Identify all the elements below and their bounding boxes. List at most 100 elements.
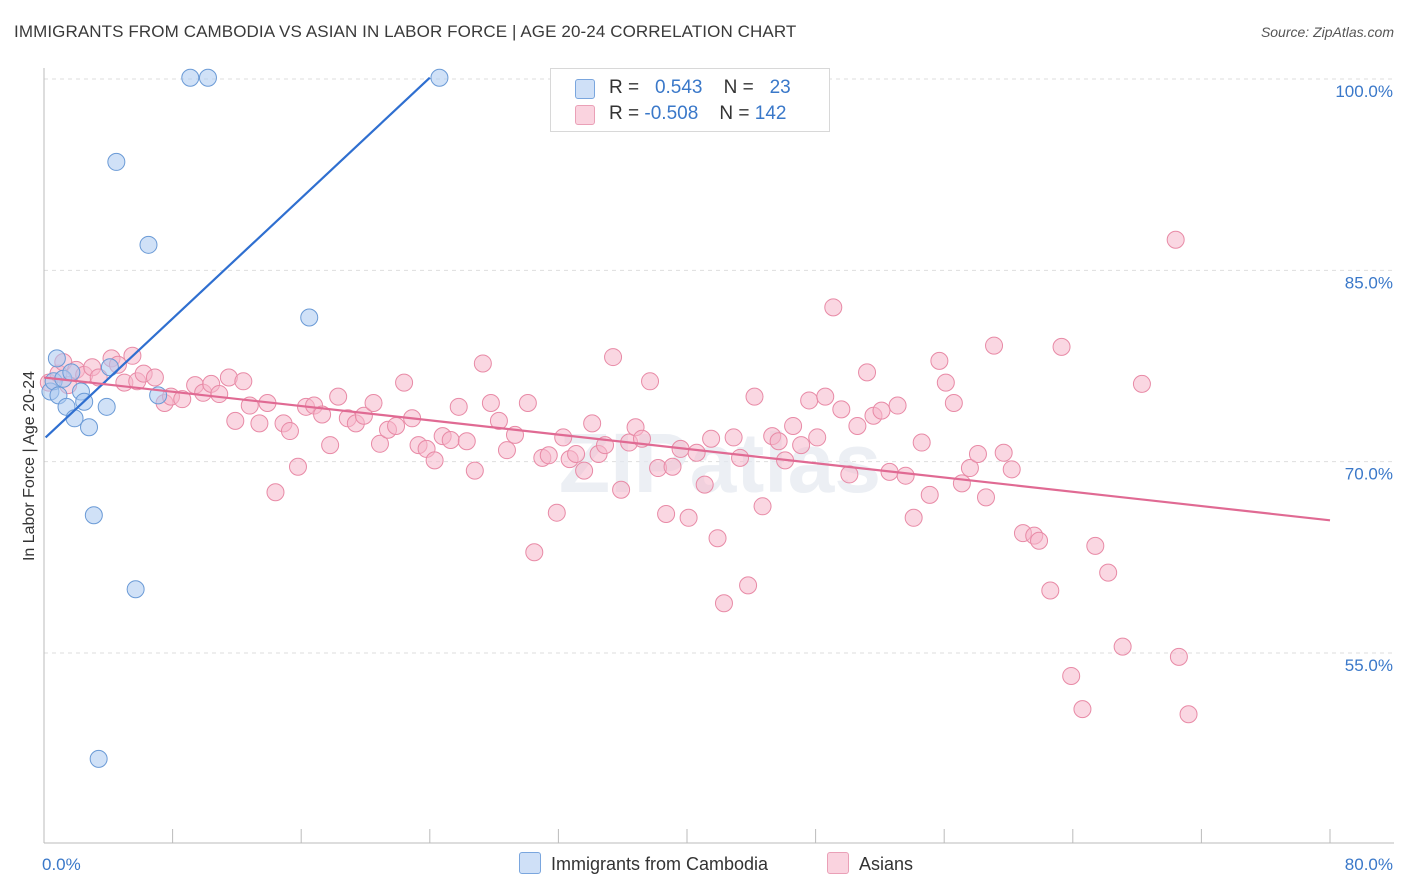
asians-point (583, 414, 602, 433)
asians-point (280, 422, 299, 441)
asians-point (554, 428, 573, 447)
x-tick-label: 80.0% (1345, 855, 1393, 874)
cambodia-point (65, 409, 84, 428)
legend-swatch-cambodia (519, 852, 541, 874)
asians-point (848, 416, 867, 435)
asians-point (173, 390, 192, 409)
asians-point (266, 483, 285, 502)
asians-point (702, 429, 721, 448)
asians-point (858, 363, 877, 382)
chart-title: IMMIGRANTS FROM CAMBODIA VS ASIAN IN LAB… (14, 22, 797, 41)
asians-point (968, 445, 987, 464)
asians-point (395, 373, 414, 392)
asians-point (612, 480, 631, 499)
asians-point (489, 411, 508, 430)
asians-point (539, 446, 558, 465)
asians-point (944, 393, 963, 412)
asians-point (976, 488, 995, 507)
correlation-legend: R = 0.543 N = 23 R = -0.508 N = 142 (550, 68, 830, 132)
asians-point (226, 411, 245, 430)
asians-point (518, 393, 537, 412)
asians-point (784, 416, 803, 435)
watermark: ZIPatlas (559, 416, 881, 510)
asians-point (473, 354, 492, 373)
cambodia-point (62, 363, 81, 382)
legend-r-value: 0.543 (654, 77, 703, 98)
asians-point (816, 387, 835, 406)
asians-point (832, 400, 851, 419)
asians-point (904, 508, 923, 527)
asians-point (288, 457, 307, 476)
asians-point (1169, 647, 1188, 666)
legend-item-cambodia: Immigrants from Cambodia (519, 852, 768, 875)
asians-point (708, 529, 727, 548)
cambodia-point (107, 152, 126, 171)
chart-source: Source: ZipAtlas.com (1260, 24, 1394, 40)
legend-n-label: N = (719, 103, 750, 124)
asians-point (604, 348, 623, 367)
asians-point (234, 372, 253, 391)
legend-swatch-cambodia (575, 79, 595, 99)
trend-lines (43, 76, 1331, 522)
asians-point (753, 497, 772, 516)
asians-point (425, 451, 444, 470)
asians-point (567, 445, 586, 464)
asians-point (89, 368, 108, 387)
asians-point (364, 393, 383, 412)
asians-point (952, 474, 971, 493)
asians-point (745, 387, 764, 406)
series-legend: Immigrants from Cambodia Asians (0, 852, 1406, 878)
cambodia-point (47, 349, 66, 368)
legend-r-label: R = (609, 77, 640, 98)
cambodia-point (97, 397, 116, 416)
legend-r-value: -0.508 (644, 103, 699, 124)
asians-point (525, 543, 544, 562)
asians-point (994, 443, 1013, 462)
asians-point (800, 391, 819, 410)
cambodia-point (181, 68, 200, 87)
cambodia-point (139, 235, 158, 254)
legend-n-value: 23 (769, 77, 791, 98)
y-tick-label: 70.0% (1345, 465, 1393, 484)
asians-point (936, 373, 955, 392)
series-immigrants-from-cambodia (41, 68, 449, 768)
legend-stats-cambodia: R = 0.543 N = 23 (609, 77, 791, 99)
asians-point (888, 396, 907, 415)
cambodia-point (300, 308, 319, 327)
asians-point (321, 436, 340, 455)
cambodia-point (80, 418, 99, 437)
asians-point (1002, 460, 1021, 479)
asians-point (457, 432, 476, 451)
asians-point (1086, 536, 1105, 555)
cambodia-point (126, 580, 145, 599)
trend-line-cambodia (44, 76, 431, 439)
cambodia-point (100, 358, 119, 377)
y-tick-label: 85.0% (1345, 273, 1393, 292)
asians-point (1099, 563, 1118, 582)
asians-point (792, 436, 811, 455)
asians-point (441, 430, 460, 449)
asians-point (1041, 581, 1060, 600)
asians-point (769, 432, 788, 451)
asians-point (896, 466, 915, 485)
asians-point (1073, 700, 1092, 719)
asians-point (329, 387, 348, 406)
svg-text:ZIPatlas: ZIPatlas (559, 416, 881, 510)
y-tick-label: 55.0% (1345, 656, 1393, 675)
asians-point (497, 441, 516, 460)
asians-point (657, 504, 676, 523)
cambodia-point (430, 68, 449, 87)
gridlines (44, 78, 1394, 654)
legend-label-asians: Asians (859, 854, 914, 874)
asians-point (1132, 374, 1151, 393)
tick-labels: 100.0% 85.0% 70.0% 55.0% 0.0% 80.0% (42, 82, 1393, 874)
asians-point (465, 461, 484, 480)
asians-point (695, 475, 714, 494)
y-axis-label: In Labor Force | Age 20-24 (21, 371, 38, 561)
asians-point (250, 414, 269, 433)
asians-point (724, 428, 743, 447)
asians-point (1062, 666, 1081, 685)
asians-point (731, 448, 750, 467)
asians-point (714, 594, 733, 613)
